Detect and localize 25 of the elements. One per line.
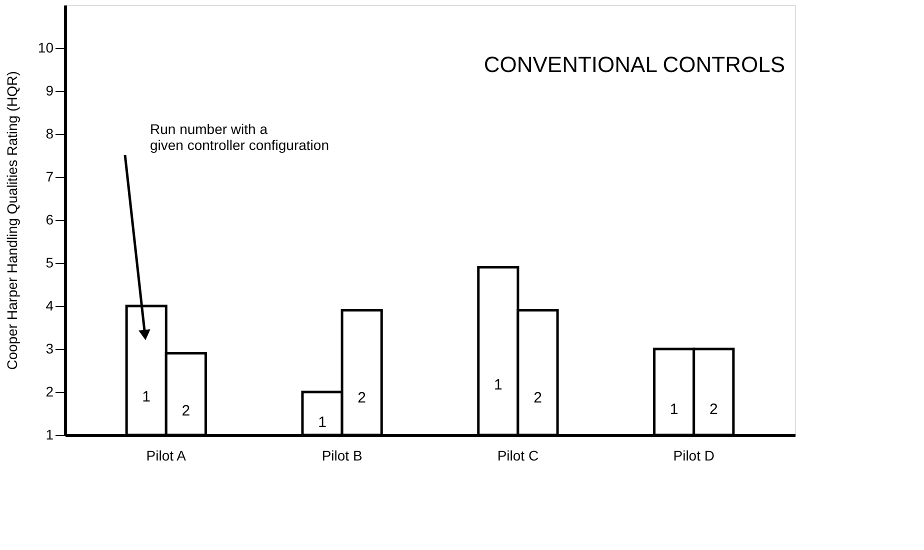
text: 1: [670, 401, 678, 418]
x-tick-label: Pilot C: [497, 448, 539, 464]
text: 1: [494, 376, 502, 394]
series-label: 2: [182, 402, 190, 420]
text: CONVENTIONAL CONTROLS: [484, 52, 785, 77]
y-tick-label: 6: [46, 212, 54, 228]
x-tick-label: Pilot A: [146, 448, 187, 464]
text: 2: [709, 401, 718, 418]
text: 2: [358, 390, 366, 407]
text: 2: [534, 390, 542, 407]
y-tick-label: 9: [46, 82, 54, 98]
y-axis-title: Cooper Harper Handling Qualities Rating (HQR): [4, 71, 20, 370]
annotation: Run number with a given controller configuration: [150, 121, 329, 153]
series-label: 1: [318, 414, 326, 432]
x-tick-label: Pilot D: [673, 448, 714, 464]
y-tick-label: 2: [46, 384, 54, 400]
y-tick-label: 8: [46, 126, 54, 142]
y-tick-label: 7: [46, 168, 54, 184]
y-tick-label: 5: [46, 254, 54, 270]
y-tick-label: 3: [46, 340, 54, 356]
text: 1: [142, 388, 151, 406]
x-tick-label: Pilot B: [322, 448, 362, 464]
y-tick-label: 4: [46, 298, 54, 314]
y-tick-label: 1: [46, 426, 54, 442]
y-tick-label: 10: [38, 40, 54, 56]
